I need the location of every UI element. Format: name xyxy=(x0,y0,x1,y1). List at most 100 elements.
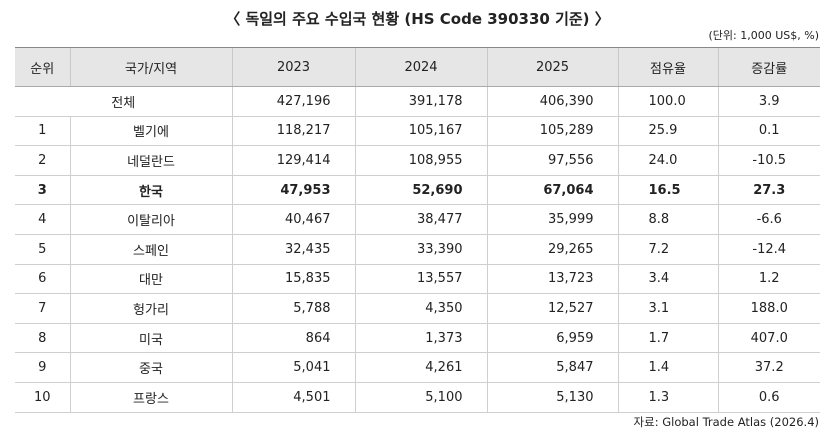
cell: 13,557 xyxy=(354,264,487,295)
cell: -10.5 xyxy=(717,145,820,176)
cell: 1.2 xyxy=(717,264,820,295)
cell: 5,788 xyxy=(231,293,355,324)
cell: 97,556 xyxy=(486,145,618,176)
row: 2 네덜란드 129,414 108,955 97,556 24.0 -10.5 xyxy=(15,145,820,176)
cell: 중국 xyxy=(69,352,232,383)
cell: 108,955 xyxy=(354,145,487,176)
header-cell: 국가/지역 xyxy=(69,47,232,87)
row: 전체 427,196 391,178 406,390 100.0 3.9 xyxy=(15,86,820,117)
cell: 32,435 xyxy=(231,234,355,265)
row: 6 대만 15,835 13,557 13,723 3.4 1.2 xyxy=(15,264,820,295)
cell: 3.9 xyxy=(717,86,820,117)
cell: 2 xyxy=(15,145,70,176)
cell: 1.3 xyxy=(617,382,718,413)
header-cell: 2023 xyxy=(231,47,355,87)
cell: 벨기에 xyxy=(69,116,232,147)
cell: 프랑스 xyxy=(69,382,232,413)
cell: 24.0 xyxy=(617,145,718,176)
cell: 1 xyxy=(15,116,70,147)
cell: 4,261 xyxy=(354,352,487,383)
cell: 0.1 xyxy=(717,116,820,147)
cell: 27.3 xyxy=(717,175,820,206)
cell: 52,690 xyxy=(354,175,487,206)
cell: 105,289 xyxy=(486,116,618,147)
cell: 105,167 xyxy=(354,116,487,147)
cell: 이탈리아 xyxy=(69,204,232,235)
cell: 5 xyxy=(15,234,70,265)
cell: 427,196 xyxy=(231,86,355,117)
cell: 한국 xyxy=(69,175,232,206)
cell: 35,999 xyxy=(486,204,618,235)
cell: 스페인 xyxy=(69,234,232,265)
cell: 미국 xyxy=(69,323,232,354)
header-cell: 점유율 xyxy=(617,47,718,87)
cell: 7.2 xyxy=(617,234,718,265)
cell: 8 xyxy=(15,323,70,354)
cell: 15,835 xyxy=(231,264,355,295)
row: 5 스페인 32,435 33,390 29,265 7.2 -12.4 xyxy=(15,234,820,265)
cell: 129,414 xyxy=(231,145,355,176)
cell: 9 xyxy=(15,352,70,383)
row: 4 이탈리아 40,467 38,477 35,999 8.8 -6.6 xyxy=(15,204,820,235)
header-row: 순위 국가/지역 2023 2024 2025 점유율 증감률 xyxy=(15,47,820,87)
cell: 4,350 xyxy=(354,293,487,324)
header-cell: 2025 xyxy=(486,47,618,87)
cell: 6 xyxy=(15,264,70,295)
title: 〈 독일의 주요 수입국 현황 (HS Code 390330 기준) 〉 xyxy=(225,10,610,28)
cell: 29,265 xyxy=(486,234,618,265)
cell: 0.6 xyxy=(717,382,820,413)
cell: 100.0 xyxy=(617,86,718,117)
cell: -6.6 xyxy=(717,204,820,235)
cell: 37.2 xyxy=(717,352,820,383)
cell: 대만 xyxy=(69,264,232,295)
row: 10 프랑스 4,501 5,100 5,130 1.3 0.6 xyxy=(15,382,820,413)
row: 1 벨기에 118,217 105,167 105,289 25.9 0.1 xyxy=(15,116,820,147)
cell: 1.7 xyxy=(617,323,718,354)
cell: 7 xyxy=(15,293,70,324)
cell: 33,390 xyxy=(354,234,487,265)
cell: 407.0 xyxy=(717,323,820,354)
cell: 전체 xyxy=(15,86,232,117)
table-body: 순위 국가/지역 2023 2024 2025 점유율 증감률 전체 427,196 391,17… xyxy=(15,47,820,413)
cell: 40,467 xyxy=(231,204,355,235)
cell: 6,959 xyxy=(486,323,618,354)
cell: 12,527 xyxy=(486,293,618,324)
cell: -12.4 xyxy=(717,234,820,265)
header-cell: 2024 xyxy=(354,47,487,87)
cell: 5,100 xyxy=(354,382,487,413)
import-table: 순위 국가/지역 2023 2024 2025 점유율 증감률 전체 427,196 391,17… xyxy=(15,47,820,413)
cell: 3 xyxy=(15,175,70,206)
cell: 67,064 xyxy=(486,175,618,206)
cell: 3.4 xyxy=(617,264,718,295)
cell: 5,041 xyxy=(231,352,355,383)
cell: 4,501 xyxy=(231,382,355,413)
cell: 네덜란드 xyxy=(69,145,232,176)
cell: 10 xyxy=(15,382,70,413)
cell: 5,130 xyxy=(486,382,618,413)
cell: 8.8 xyxy=(617,204,718,235)
header-cell: 순위 xyxy=(15,47,70,87)
row: 3 한국 47,953 52,690 67,064 16.5 27.3 xyxy=(15,175,820,206)
unit-note: (단위: 1,000 US$, %) xyxy=(708,29,820,42)
cell: 38,477 xyxy=(354,204,487,235)
cell: 16.5 xyxy=(617,175,718,206)
cell: 1,373 xyxy=(354,323,487,354)
source-note: 자료: Global Trade Atlas (2026.4) xyxy=(633,415,819,429)
row: 7 헝가리 5,788 4,350 12,527 3.1 188.0 xyxy=(15,293,820,324)
cell: 25.9 xyxy=(617,116,718,147)
cell: 4 xyxy=(15,204,70,235)
row: 9 중국 5,041 4,261 5,847 1.4 37.2 xyxy=(15,352,820,383)
cell: 헝가리 xyxy=(69,293,232,324)
header-cell: 증감률 xyxy=(717,47,820,87)
cell: 1.4 xyxy=(617,352,718,383)
cell: 188.0 xyxy=(717,293,820,324)
cell: 47,953 xyxy=(231,175,355,206)
cell: 391,178 xyxy=(354,86,487,117)
cell: 864 xyxy=(231,323,355,354)
cell: 3.1 xyxy=(617,293,718,324)
row: 8 미국 864 1,373 6,959 1.7 407.0 xyxy=(15,323,820,354)
cell: 118,217 xyxy=(231,116,355,147)
cell: 13,723 xyxy=(486,264,618,295)
cell: 406,390 xyxy=(486,86,618,117)
